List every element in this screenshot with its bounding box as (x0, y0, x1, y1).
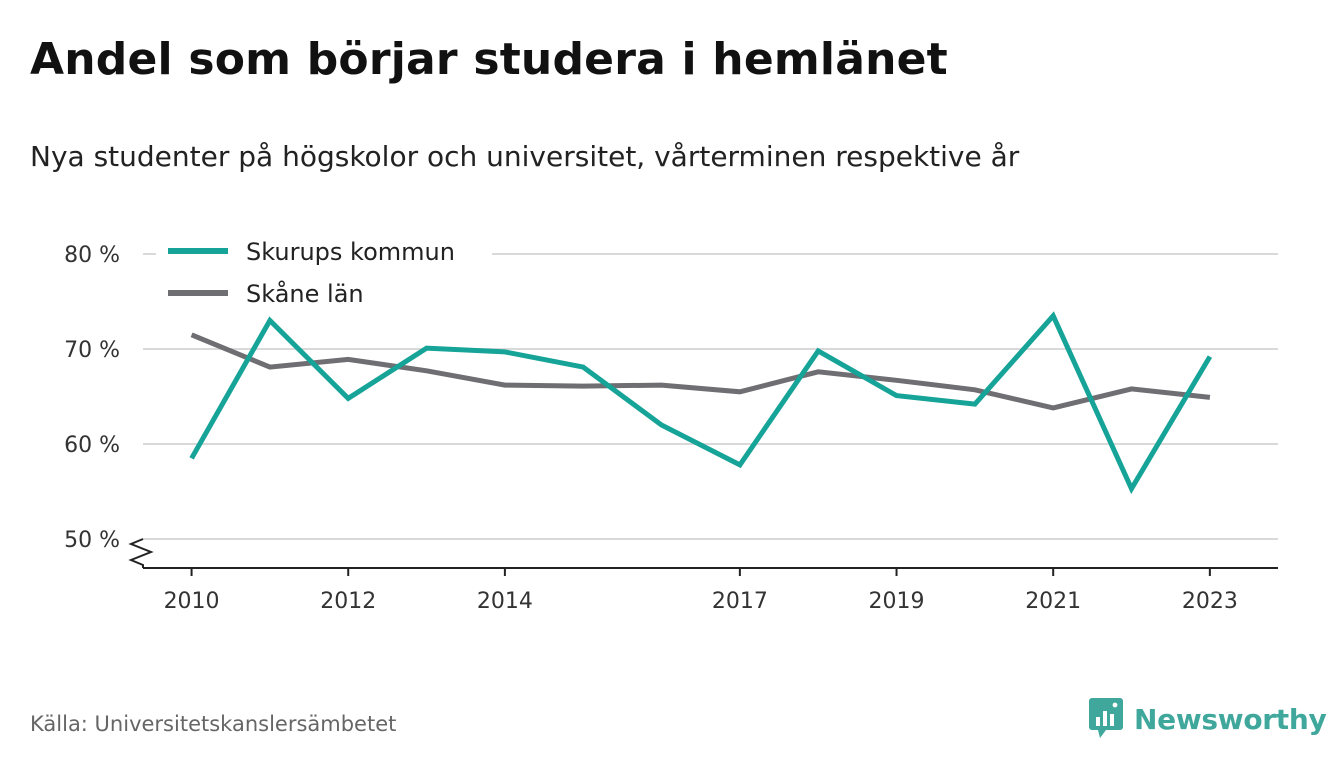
axis-break-icon (128, 538, 154, 568)
x-tick-label: 2017 (712, 589, 768, 614)
chart-title: Andel som börjar studera i hemlänet (30, 34, 948, 85)
source-note: Källa: Universitetskanslersämbetet (30, 712, 397, 736)
brand-logo: Newsworthy (1088, 697, 1327, 741)
legend-bg (156, 241, 492, 271)
x-tick-label: 2019 (869, 589, 925, 614)
x-tick-label: 2012 (320, 589, 376, 614)
y-axis: 50 % 60 % 70 % 80 % (64, 243, 154, 568)
line-chart: 50 % 60 % 70 % 80 % 2010 2012 2014 2017 2019 202… (64, 238, 1278, 614)
y-tick-label: 50 % (64, 528, 120, 553)
legend: Skurups kommun Skåne län (156, 238, 492, 313)
y-tick-label: 60 % (64, 433, 120, 458)
series-lines (189, 311, 1213, 495)
x-tick-label: 2023 (1182, 589, 1238, 614)
series-line-0 (189, 311, 1213, 495)
chart-subtitle: Nya studenter på högskolor och universit… (30, 140, 1020, 173)
series-line-1 (190, 332, 1211, 411)
y-tick-label: 80 % (64, 243, 120, 268)
newsworthy-logo-icon (1089, 698, 1123, 738)
x-tick-label: 2014 (477, 589, 533, 614)
x-axis: 2010 2012 2014 2017 2019 2021 2023 (143, 567, 1278, 614)
legend-label: Skåne län (246, 279, 364, 308)
x-tick-label: 2010 (164, 589, 220, 614)
x-tick-label: 2021 (1025, 589, 1081, 614)
legend-bg (156, 283, 492, 313)
legend-label: Skurups kommun (246, 238, 455, 266)
y-tick-label: 70 % (64, 338, 120, 363)
brand-name: Newsworthy (1134, 702, 1327, 736)
